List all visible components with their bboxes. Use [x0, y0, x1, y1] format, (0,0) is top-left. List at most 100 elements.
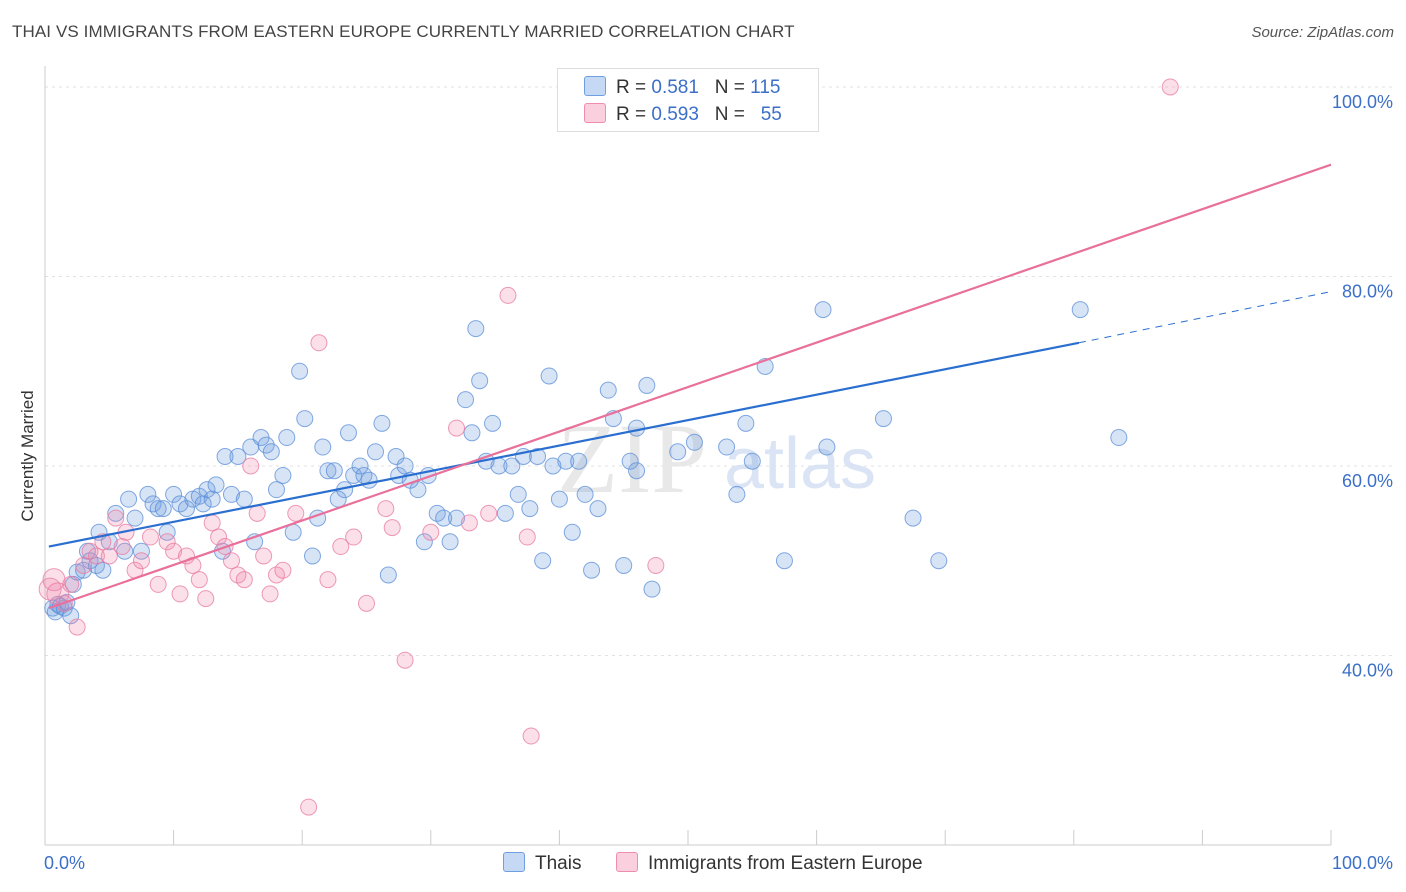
thais-point	[599, 381, 617, 399]
bottom-legend-immigrants[interactable]: Immigrants from Eastern Europe	[616, 852, 923, 875]
thais-point	[621, 452, 639, 470]
legend-r-value: 0.593	[651, 104, 699, 125]
legend-n-label: N =	[714, 77, 745, 98]
thais-point	[216, 448, 234, 465]
immigrants-point	[261, 585, 279, 603]
thais-point	[203, 490, 221, 508]
y-tick-label: 100.0%	[1332, 92, 1393, 112]
thais-point	[325, 462, 343, 480]
thais-point	[367, 443, 385, 461]
thais-point	[165, 485, 183, 503]
axes	[44, 66, 1332, 846]
thais-point	[351, 457, 369, 475]
thais-point	[743, 452, 761, 470]
y-tick-label: 80.0%	[1342, 281, 1393, 301]
thais-point	[314, 438, 332, 456]
thais-point	[576, 485, 594, 503]
thais-point	[267, 481, 285, 499]
thais-point	[930, 552, 948, 570]
thais-point	[737, 414, 755, 432]
immigrants-point	[158, 533, 176, 551]
immigrants-point	[222, 552, 240, 570]
thais-point	[484, 414, 502, 432]
immigrants-point	[62, 575, 80, 593]
thais-point	[550, 490, 568, 508]
thais-point	[589, 500, 607, 518]
thais-point	[296, 410, 314, 428]
stats-legend: R = 0.581 N = 115 R = 0.593 N = 55	[557, 68, 819, 132]
immigrants-point	[75, 556, 93, 574]
x-tick-label: 100.0%	[1332, 853, 1393, 873]
bottom-legend-thais[interactable]: Thais	[503, 852, 581, 875]
thais-point	[435, 509, 453, 527]
thais-point	[291, 362, 309, 380]
thais-point	[540, 367, 558, 385]
thais-point	[107, 504, 125, 522]
thais-point	[628, 462, 646, 480]
immigrants-point	[255, 547, 273, 565]
tick-labels: 40.0% 60.0% 80.0% 100.0% 0.0% 100.0%	[44, 92, 1393, 873]
legend-r-label: R =	[616, 77, 647, 98]
thais-point	[144, 495, 162, 513]
thais-point	[463, 424, 481, 442]
thais-point	[1071, 301, 1089, 319]
immigrants-point	[396, 651, 414, 669]
immigrants-point	[647, 556, 665, 574]
thais-point	[116, 542, 134, 560]
immigrants-point	[107, 509, 125, 527]
thais-point	[718, 438, 736, 456]
thais-point	[177, 500, 195, 518]
immigrants-point	[522, 727, 540, 745]
chart-title: THAI VS IMMIGRANTS FROM EASTERN EUROPE C…	[12, 22, 795, 41]
thais-point	[503, 457, 521, 475]
thais-point	[158, 523, 176, 541]
immigrants-point	[480, 504, 498, 522]
legend-n-value: 115	[750, 77, 781, 98]
legend-row-immigrants: R = 0.593 N = 55	[584, 103, 782, 125]
immigrants-point	[345, 528, 363, 546]
thais-point	[728, 485, 746, 503]
immigrants-point	[332, 538, 350, 556]
thais-point	[521, 500, 539, 518]
thais-point	[373, 414, 391, 432]
thais-point	[284, 523, 302, 541]
thais-point	[94, 561, 112, 579]
legend-n-value: 55	[760, 104, 782, 125]
legend-n-label: N =	[714, 104, 745, 125]
immigrants-point	[171, 585, 189, 603]
source-credit: Source: ZipAtlas.com	[1251, 24, 1394, 41]
immigrants-point	[149, 575, 167, 593]
thais-point	[529, 448, 547, 465]
immigrants-point	[319, 571, 337, 589]
immigrants-point	[422, 523, 440, 541]
thais-point	[149, 500, 167, 518]
immigrants-point	[377, 500, 395, 518]
thais-point	[262, 443, 280, 461]
thais-point	[139, 485, 157, 503]
thais-point	[685, 433, 703, 451]
immigrants-point	[1161, 78, 1179, 96]
legend-r-label: R =	[616, 104, 647, 125]
thais-point	[557, 452, 575, 470]
immigrants-point	[358, 594, 375, 612]
thais-point	[1110, 429, 1128, 447]
bottom-legend-label: Immigrants from Eastern Europe	[648, 853, 923, 874]
thais-point	[345, 466, 363, 484]
thais-trend-line	[48, 341, 1080, 548]
bottom-swatch-thais	[503, 852, 525, 872]
watermark-atlas: atlas	[724, 424, 876, 504]
immigrants-point	[248, 504, 266, 522]
thais-point	[198, 481, 216, 499]
immigrants-point	[235, 571, 253, 589]
immigrants-point	[448, 419, 466, 437]
thais-point	[775, 552, 793, 570]
thais-point	[339, 424, 357, 442]
thais-point	[509, 485, 527, 503]
thais-point	[570, 452, 588, 470]
y-tick-label: 60.0%	[1342, 471, 1393, 491]
thais-point	[278, 429, 296, 447]
thais-point	[441, 533, 459, 551]
thais-point	[229, 448, 247, 465]
immigrants-trend-line	[48, 163, 1332, 610]
thais-point	[814, 301, 832, 319]
